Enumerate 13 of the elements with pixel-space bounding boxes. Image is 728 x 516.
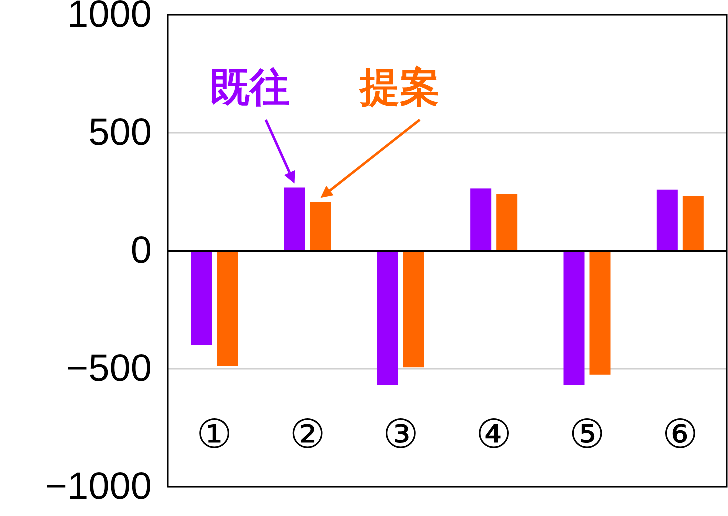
x-tick-label: ④: [476, 413, 512, 458]
x-tick-label: ⑥: [662, 413, 698, 458]
x-tick-label: ⑤: [569, 413, 606, 458]
y-tick-label: −500: [66, 348, 152, 390]
series-label: 既往: [210, 66, 290, 110]
x-tick-label: ③: [382, 413, 419, 458]
y-tick-label: 500: [88, 112, 152, 154]
text: 提案: [359, 65, 440, 110]
y-tick-label: −1000: [45, 466, 152, 508]
y-tick-label: 0: [130, 230, 152, 272]
x-tick-label: ②: [290, 413, 326, 458]
x-tick-label: ①: [196, 413, 233, 458]
y-tick-label: 1000: [67, 0, 152, 36]
